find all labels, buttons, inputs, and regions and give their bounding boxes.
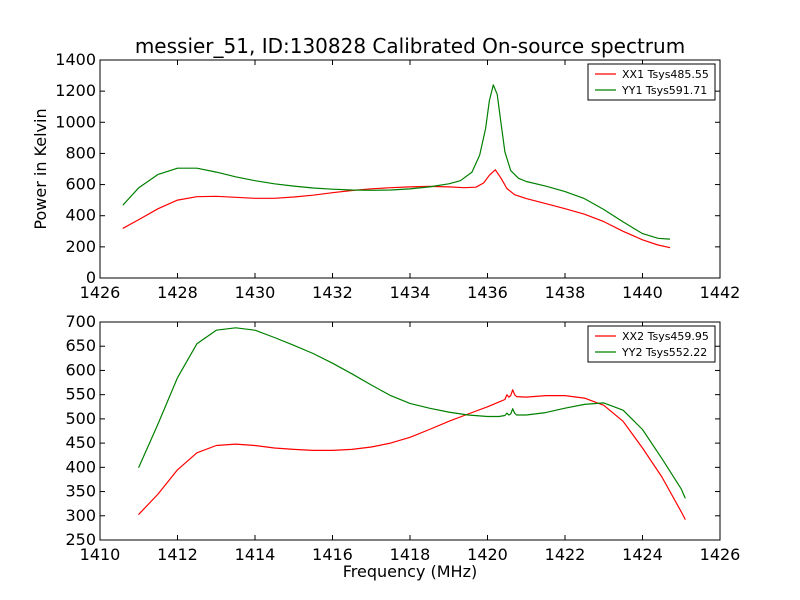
y-tick-label: 300 xyxy=(65,506,96,525)
top-plot-ticks: 1426 1428 1430 1432 1434 1436 1438 1440 1442 0 200… xyxy=(55,50,740,302)
legend-label-yy2: YY2 Tsys552.22 xyxy=(621,346,707,359)
legend-label-yy1: YY1 Tsys591.71 xyxy=(621,84,707,97)
legend-label-xx1: XX1 Tsys485.55 xyxy=(622,68,709,81)
y-tick-label: 1000 xyxy=(55,112,96,131)
legend-label-xx2: XX2 Tsys459.95 xyxy=(622,330,709,343)
series-line-yy1 xyxy=(122,84,671,240)
y-tick-label: 350 xyxy=(65,482,96,501)
x-tick-label: 1414 xyxy=(235,545,276,564)
x-tick-label: 1426 xyxy=(80,283,121,302)
y-tick-label: 400 xyxy=(65,206,96,225)
x-tick-label: 1436 xyxy=(467,283,508,302)
x-tick-label: 1434 xyxy=(390,283,431,302)
y-tick-label: 600 xyxy=(65,175,96,194)
series-line-xx1 xyxy=(122,169,671,249)
top-plot-lines xyxy=(122,84,671,249)
x-tick-label: 1410 xyxy=(80,545,121,564)
y-tick-label: 600 xyxy=(65,360,96,379)
y-tick-label: 1200 xyxy=(55,81,96,100)
y-tick-label: 450 xyxy=(65,433,96,452)
series-line-yy2 xyxy=(138,327,686,499)
x-tick-label: 1440 xyxy=(622,283,663,302)
bottom-plot: Frequency (MHz) 1410 1412 1414 1416 1418 1420… xyxy=(65,312,740,581)
x-tick-label: 1442 xyxy=(700,283,741,302)
x-tick-label: 1428 xyxy=(157,283,198,302)
x-tick-label: 1420 xyxy=(467,545,508,564)
y-tick-label: 650 xyxy=(65,336,96,355)
y-tick-label: 0 xyxy=(86,268,96,287)
bottom-plot-xlabel: Frequency (MHz) xyxy=(343,562,477,581)
x-tick-label: 1430 xyxy=(235,283,276,302)
y-tick-label: 550 xyxy=(65,385,96,404)
bottom-plot-legend-box xyxy=(587,325,716,363)
y-tick-label: 400 xyxy=(65,457,96,476)
x-tick-label: 1418 xyxy=(390,545,431,564)
top-plot-legend-box xyxy=(587,63,716,101)
y-tick-label: 1400 xyxy=(55,50,96,69)
top-plot-ylabel: Power in Kelvin xyxy=(31,108,50,229)
y-tick-label: 800 xyxy=(65,143,96,162)
x-tick-label: 1438 xyxy=(545,283,586,302)
chart-title: messier_51, ID:130828 Calibrated On-sour… xyxy=(135,34,685,58)
bottom-plot-lines xyxy=(138,327,686,520)
top-plot: Power in Kelvin 1426 1428 1430 1432 1434 1436… xyxy=(31,50,740,302)
y-tick-label: 200 xyxy=(65,237,96,256)
bottom-plot-legend: XX2 Tsys459.95 YY2 Tsys552.22 xyxy=(587,325,716,363)
x-tick-label: 1432 xyxy=(312,283,353,302)
bottom-plot-ticks: 1410 1412 1414 1416 1418 1420 1422 1424 1426 250 3… xyxy=(65,312,740,564)
y-tick-label: 500 xyxy=(65,409,96,428)
x-tick-label: 1416 xyxy=(312,545,353,564)
x-tick-label: 1426 xyxy=(700,545,741,564)
series-line-xx2 xyxy=(138,389,686,520)
y-tick-label: 250 xyxy=(65,530,96,549)
top-plot-legend: XX1 Tsys485.55 YY1 Tsys591.71 xyxy=(587,63,716,101)
x-tick-label: 1424 xyxy=(622,545,663,564)
y-tick-label: 700 xyxy=(65,312,96,331)
x-tick-label: 1412 xyxy=(157,545,198,564)
x-tick-label: 1422 xyxy=(545,545,586,564)
